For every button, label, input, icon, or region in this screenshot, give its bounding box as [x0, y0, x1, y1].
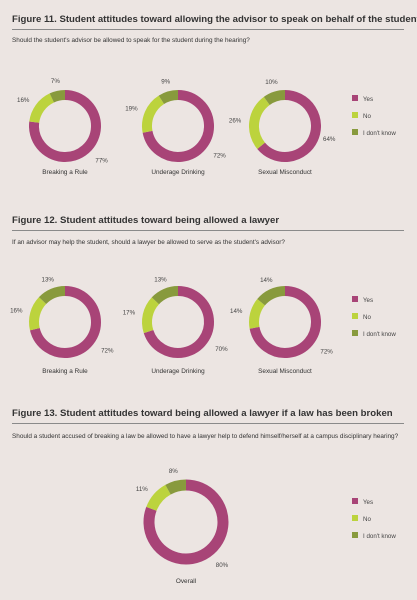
slice-dont-know: [165, 479, 187, 495]
legend-swatch-no: [352, 515, 358, 521]
slice-dont-know: [49, 90, 66, 103]
figure-title: Figure 11. Student attitudes toward allo…: [12, 14, 417, 30]
chart-caption: Sexual Misconduct: [258, 368, 312, 375]
pct-label-yes: 72%: [320, 348, 333, 355]
donut-underage-drinking: 72% 19% 9% Underage Drinking: [125, 79, 226, 176]
slice-no: [142, 297, 160, 334]
legend-label-no: No: [363, 516, 371, 523]
legend-label-no: No: [363, 113, 371, 120]
slice-no: [249, 299, 266, 329]
donut-charts: 72% 16% 13% Breaking a Rule 70% 17% 13% Underag…: [10, 277, 396, 376]
pct-label-yes: 64%: [323, 136, 336, 143]
slice-yes: [143, 479, 229, 565]
legend-swatch-yes: [352, 95, 358, 101]
legend-swatch-no: [352, 313, 358, 319]
legend-swatch-dont-know: [352, 129, 358, 135]
legend-label-dont-know: I don't know: [363, 331, 396, 338]
pct-label-dont-know: 10%: [265, 79, 278, 86]
pct-label-no: 17%: [123, 309, 136, 316]
pct-label-yes: 70%: [215, 346, 228, 353]
slice-no: [29, 93, 55, 124]
figure-question: Should the student's advisor be allowed …: [12, 37, 250, 44]
legend: Yes No I don't know: [352, 296, 396, 338]
chart-caption: Underage Drinking: [151, 368, 205, 375]
slice-yes: [29, 90, 101, 162]
pct-label-yes: 80%: [216, 562, 229, 569]
figure-question: If an advisor may help the student, shou…: [12, 239, 285, 246]
slice-no: [142, 95, 165, 133]
pct-label-no: 11%: [136, 486, 148, 493]
pct-label-dont-know: 9%: [161, 79, 170, 86]
legend-label-yes: Yes: [363, 297, 373, 304]
slice-dont-know: [263, 90, 286, 106]
slice-yes: [249, 286, 321, 358]
pct-label-yes: 72%: [213, 152, 226, 159]
pct-label-yes: 72%: [101, 348, 114, 355]
slice-dont-know: [158, 90, 179, 105]
pct-label-no: 16%: [10, 308, 23, 315]
donut-sexual-misconduct: 64% 26% 10% Sexual Misconduct: [229, 79, 336, 176]
pct-label-dont-know: 13%: [154, 277, 167, 284]
legend-swatch-no: [352, 112, 358, 118]
chart-caption: Breaking a Rule: [42, 169, 88, 176]
legend-swatch-yes: [352, 296, 358, 302]
slice-no: [29, 297, 47, 331]
donut-breaking-a-rule: 77% 16% 7% Breaking a Rule: [17, 78, 108, 176]
legend-swatch-yes: [352, 498, 358, 504]
chart-caption: Overall: [176, 578, 196, 585]
chart-caption: Sexual Misconduct: [258, 169, 312, 176]
slice-dont-know: [38, 286, 66, 305]
donut-charts: 77% 16% 7% Breaking a Rule 72% 19% 9% Underage …: [17, 78, 396, 176]
pct-label-no: 16%: [17, 97, 30, 104]
slice-yes: [142, 90, 214, 162]
donut-sexual-misconduct: 72% 14% 14% Sexual Misconduct: [230, 277, 333, 375]
chart-caption: Breaking a Rule: [42, 368, 88, 375]
figure-title: Figure 13. Student attitudes toward bein…: [12, 408, 404, 424]
pct-label-yes: 77%: [95, 158, 108, 165]
slice-no: [249, 96, 270, 149]
legend-label-yes: Yes: [363, 499, 373, 506]
slice-dont-know: [151, 286, 179, 305]
legend-label-dont-know: I don't know: [363, 533, 396, 540]
donut-charts: 80% 11% 8% Overall Yes No I don't know: [136, 468, 396, 585]
chart-caption: Underage Drinking: [151, 169, 205, 176]
pct-label-no: 14%: [230, 308, 243, 315]
legend-label-dont-know: I don't know: [363, 130, 396, 137]
slice-yes: [29, 286, 101, 358]
legend: Yes No I don't know: [352, 498, 396, 540]
pct-label-no: 19%: [125, 106, 138, 113]
donut-underage-drinking: 70% 17% 13% Underage Drinking: [123, 277, 228, 375]
figure-title: Figure 12. Student attitudes toward bein…: [12, 215, 404, 231]
slice-dont-know: [257, 286, 286, 306]
pct-label-no: 26%: [229, 118, 242, 125]
pct-label-dont-know: 8%: [169, 468, 178, 475]
legend: Yes No I don't know: [352, 95, 396, 137]
pct-label-dont-know: 14%: [260, 277, 273, 284]
slice-no: [146, 484, 171, 512]
donut-breaking-a-rule: 72% 16% 13% Breaking a Rule: [10, 277, 114, 376]
slice-yes: [257, 90, 321, 162]
donut-overall: 80% 11% 8% Overall: [136, 468, 229, 585]
legend-swatch-dont-know: [352, 532, 358, 538]
legend-label-no: No: [363, 314, 371, 321]
figure-question: Should a student accused of breaking a l…: [12, 433, 399, 440]
pct-label-dont-know: 7%: [51, 78, 60, 85]
legend-swatch-dont-know: [352, 330, 358, 336]
slice-yes: [143, 286, 214, 358]
legend-label-yes: Yes: [363, 96, 373, 103]
pct-label-dont-know: 13%: [42, 277, 55, 284]
